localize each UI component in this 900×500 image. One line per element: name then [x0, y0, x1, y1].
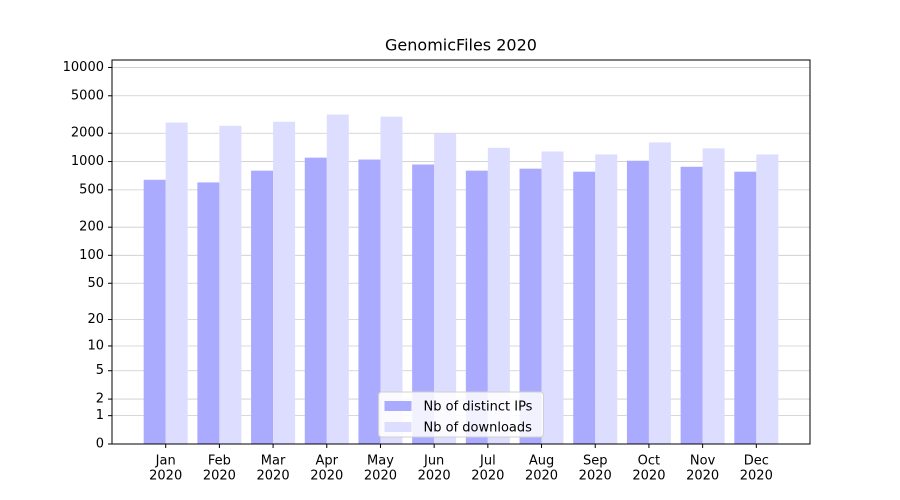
- x-tick-label: 2020: [579, 469, 612, 484]
- x-tick-label: Apr: [316, 454, 339, 469]
- bar: [595, 154, 618, 444]
- y-tick-label: 50: [87, 276, 104, 291]
- y-tick-label: 5000: [71, 88, 104, 103]
- bar: [756, 154, 779, 444]
- y-tick-label: 10000: [63, 60, 104, 75]
- x-tick-label: 2020: [632, 469, 665, 484]
- bar: [219, 125, 242, 444]
- x-tick-label: Feb: [208, 454, 231, 469]
- y-tick-label: 1000: [71, 154, 104, 169]
- bar: [412, 164, 435, 444]
- bar: [626, 160, 649, 445]
- y-tick-label: 20: [87, 312, 104, 327]
- x-tick-label: 2020: [310, 469, 343, 484]
- bar: [573, 171, 596, 445]
- y-tick-label: 5: [96, 363, 104, 378]
- y-tick-label: 200: [79, 220, 104, 235]
- bar: [358, 159, 381, 444]
- y-tick-label: 2000: [71, 126, 104, 141]
- bar: [734, 171, 757, 445]
- x-tick-label: Jan: [155, 454, 176, 469]
- x-tick-label: 2020: [203, 469, 236, 484]
- x-tick-label: 2020: [257, 469, 290, 484]
- y-tick-label: 10: [87, 338, 104, 353]
- bar: [326, 114, 349, 444]
- bar: [680, 166, 703, 444]
- x-tick-label: Jun: [423, 454, 444, 469]
- y-tick-label: 500: [79, 182, 104, 197]
- bar: [487, 147, 510, 444]
- x-tick-label: 2020: [525, 469, 558, 484]
- bar: [465, 170, 488, 445]
- bar: [165, 122, 188, 444]
- x-tick-label: Jul: [479, 454, 496, 469]
- bar: [380, 116, 403, 444]
- x-tick-label: 2020: [149, 469, 182, 484]
- bar: [273, 121, 296, 444]
- legend-swatch: [384, 422, 412, 432]
- x-tick-label: 2020: [686, 469, 719, 484]
- x-tick-label: 2020: [418, 469, 451, 484]
- legend-box: [378, 391, 544, 438]
- x-tick-label: 2020: [471, 469, 504, 484]
- bar: [143, 179, 166, 444]
- x-tick-label: Aug: [529, 454, 554, 469]
- bar: [304, 157, 327, 444]
- bar: [541, 151, 564, 444]
- bar: [702, 148, 725, 444]
- x-tick-label: Mar: [261, 454, 286, 469]
- x-tick-label: Nov: [690, 454, 716, 469]
- x-tick-label: Dec: [744, 454, 769, 469]
- chart-title: GenomicFiles 2020: [385, 36, 537, 55]
- y-tick-label: 2: [96, 392, 104, 407]
- y-tick-label: 1: [96, 408, 104, 423]
- bar: [251, 170, 274, 445]
- y-tick-label: 0: [96, 437, 104, 452]
- legend-label: Nb of downloads: [424, 421, 533, 436]
- bar: [434, 133, 457, 444]
- x-tick-label: 2020: [364, 469, 397, 484]
- legend-label: Nb of distinct IPs: [424, 400, 533, 415]
- x-tick-label: Oct: [638, 454, 660, 469]
- x-tick-label: May: [367, 454, 394, 469]
- x-tick-label: 2020: [740, 469, 773, 484]
- x-tick-label: Sep: [583, 454, 608, 469]
- axes-frame: [111, 59, 811, 445]
- bar: [648, 142, 671, 445]
- y-tick-label: 100: [79, 248, 104, 263]
- bar: [519, 168, 542, 444]
- bar: [197, 182, 220, 444]
- legend-swatch: [384, 401, 412, 411]
